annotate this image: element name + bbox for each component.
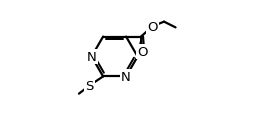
Text: O: O — [137, 46, 147, 58]
Text: O: O — [147, 21, 158, 33]
Text: N: N — [87, 51, 97, 63]
Text: N: N — [121, 70, 131, 83]
Text: S: S — [85, 79, 93, 92]
